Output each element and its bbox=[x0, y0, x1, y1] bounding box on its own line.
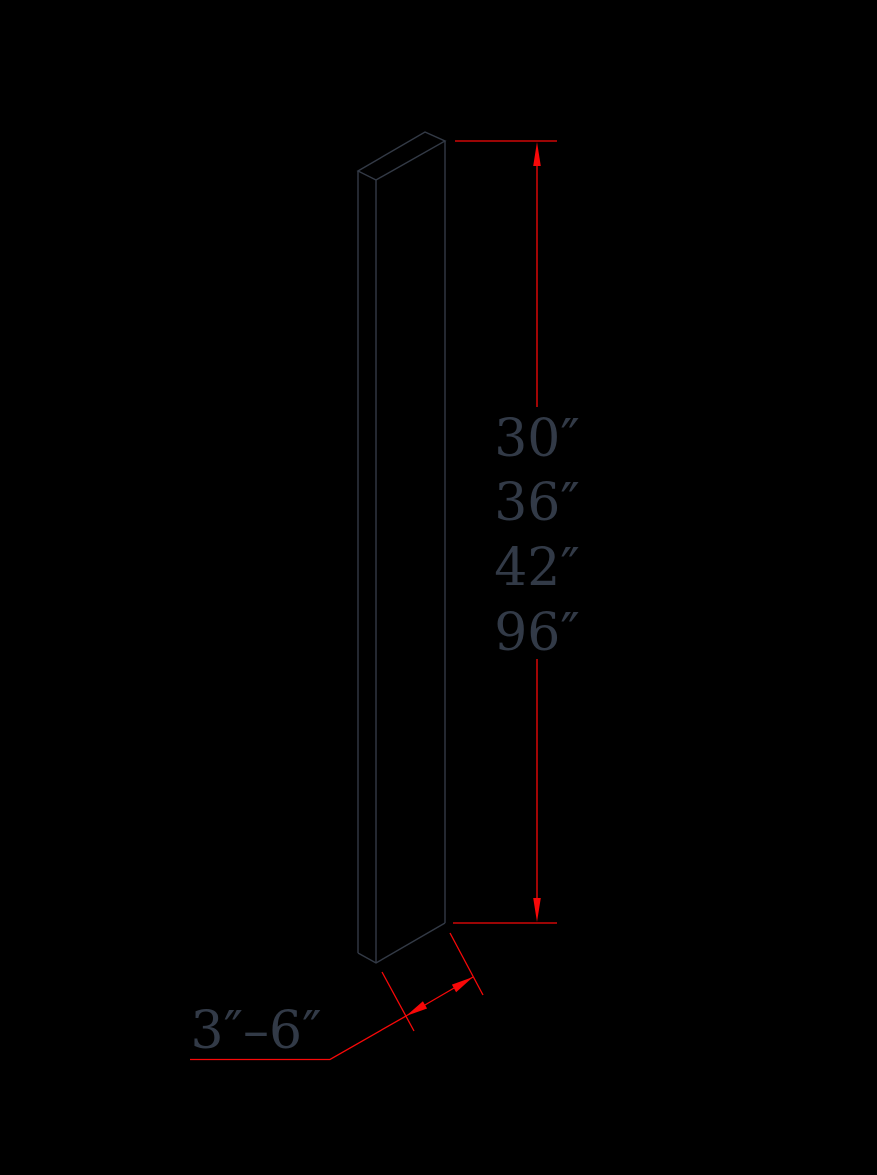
height-label-42: 42″ bbox=[494, 538, 580, 598]
height-labels: 30″ 36″ 42″ 96″ bbox=[494, 409, 580, 663]
width-leader-line bbox=[190, 1015, 407, 1061]
arrow-lower-left-icon bbox=[406, 1001, 428, 1016]
width-extension-line-left bbox=[381, 971, 415, 1032]
height-label-30: 30″ bbox=[494, 409, 580, 469]
height-label-36: 36″ bbox=[494, 473, 580, 533]
filler-board bbox=[356, 131, 447, 964]
arrow-down-icon bbox=[533, 898, 541, 922]
board-top-face bbox=[356, 131, 447, 181]
width-extension-line-right bbox=[449, 932, 484, 996]
arrow-upper-right-icon bbox=[451, 977, 473, 993]
height-dimension bbox=[453, 140, 557, 924]
height-label-96: 96″ bbox=[494, 603, 580, 663]
board-bottom-edges bbox=[357, 922, 446, 964]
arrow-up-icon bbox=[533, 142, 541, 166]
width-dimension bbox=[190, 932, 484, 1061]
width-label: 3″–6″ bbox=[190, 1001, 321, 1061]
